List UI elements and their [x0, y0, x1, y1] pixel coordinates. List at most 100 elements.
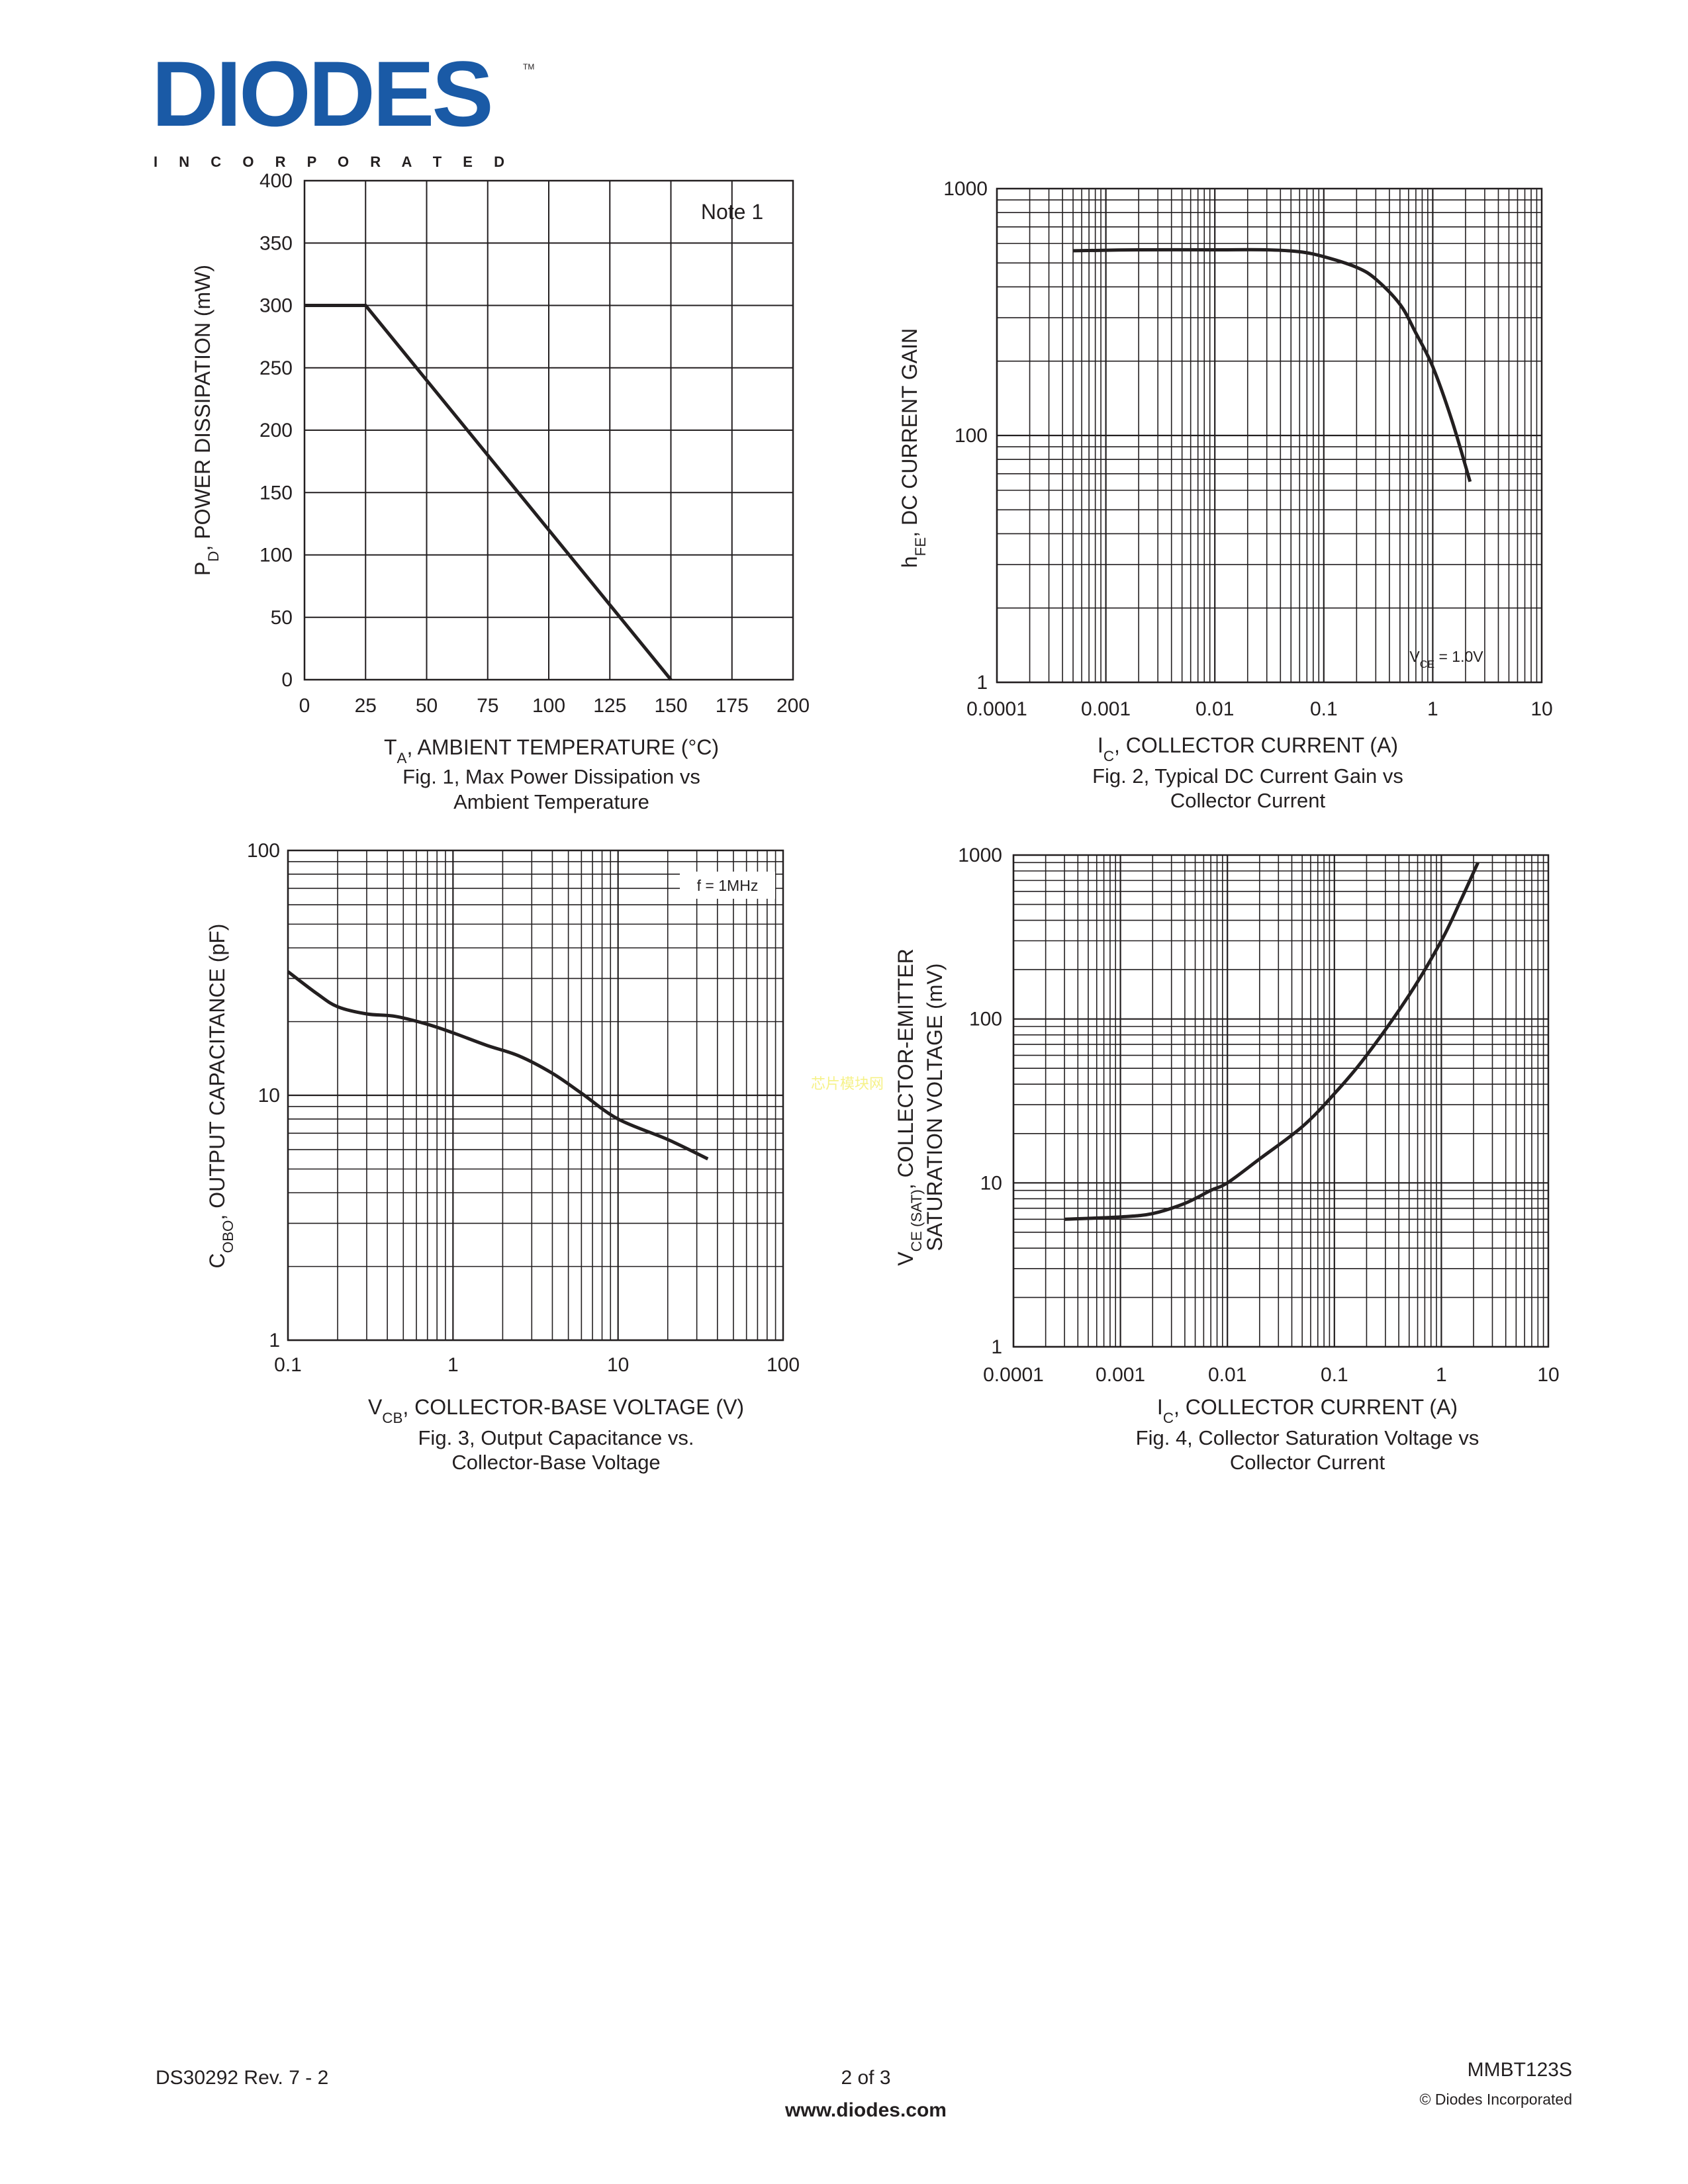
label-rest: , DC CURRENT GAIN — [898, 328, 921, 537]
x-tick-label: 0.001 — [1081, 698, 1131, 720]
label-main: h — [898, 556, 921, 568]
y-tick-label: 100 — [247, 840, 280, 862]
x-axis-label: TA, AMBIENT TEMPERATURE (°C) — [384, 735, 719, 766]
figure-caption: Fig. 2, Typical DC Current Gain vs — [1092, 764, 1403, 788]
label-rest: , OUTPUT CAPACITANCE (pF) — [205, 924, 229, 1220]
y-tick-label: 100 — [955, 425, 988, 447]
x-tick-label: 1 — [447, 1354, 459, 1376]
label-main: V — [368, 1395, 383, 1419]
x-tick-label: 200 — [776, 695, 810, 717]
x-tick-label: 100 — [767, 1354, 800, 1376]
x-tick-label: 0.0001 — [983, 1364, 1044, 1386]
chart-3: 0.1 1 10 100 1 10 100 VCB, COLLECTOR-BASE VOLTA… — [205, 840, 800, 1474]
x-tick-label: 125 — [593, 695, 626, 717]
grid — [1012, 855, 1548, 1348]
y-tick-label: 50 — [271, 607, 293, 629]
y-tick-label: 1000 — [943, 178, 988, 200]
figure-caption: Collector Current — [1170, 789, 1326, 812]
label-subscript: C — [1163, 1410, 1174, 1426]
label-rest: , COLLECTOR CURRENT (A) — [1174, 1395, 1458, 1419]
figure-caption: Fig. 1, Max Power Dissipation vs — [402, 765, 700, 788]
y-tick-label: 1000 — [958, 844, 1002, 866]
condition-annotation: VCE = 1.0V — [1409, 648, 1483, 670]
y-tick-label: 10 — [980, 1172, 1002, 1194]
y-tick-label: 100 — [969, 1009, 1002, 1030]
label-rest: , COLLECTOR-EMITTER — [894, 948, 917, 1189]
logo-wordmark: DIODES — [152, 42, 491, 146]
figure-caption: Ambient Temperature — [453, 790, 649, 813]
label-rest: = 1.0V — [1434, 648, 1483, 665]
series-line — [1064, 862, 1480, 1221]
label-rest: , AMBIENT TEMPERATURE (°C) — [406, 735, 719, 759]
label-rest: , COLLECTOR CURRENT (A) — [1114, 733, 1398, 757]
y-tick-label: 1 — [269, 1330, 280, 1351]
plot-frame — [303, 179, 794, 681]
y-tick-label: 400 — [259, 170, 293, 192]
x-tick-label: 50 — [416, 695, 438, 717]
frequency-annotation: f = 1MHz — [697, 877, 759, 894]
x-tick-label: 10 — [1537, 1364, 1559, 1386]
y-tick-label: 200 — [259, 420, 293, 441]
series-line — [287, 970, 709, 1161]
label-main: P — [191, 562, 214, 576]
label-main: I — [1098, 733, 1103, 757]
x-tick-label: 1 — [1427, 698, 1438, 720]
grid — [996, 189, 1542, 684]
diodes-logo: DIODES I N C O R P O R A T E D TM — [152, 42, 534, 170]
x-tick-label: 75 — [477, 695, 498, 717]
x-tick-label: 0.01 — [1196, 698, 1234, 720]
x-tick-label: 100 — [532, 695, 565, 717]
x-tick-label: 0.1 — [1310, 698, 1338, 720]
y-axis-label-line2: SATURATION VOLTAGE (mV) — [923, 964, 947, 1251]
y-axis-label: VCE (SAT), COLLECTOR-EMITTER — [894, 948, 925, 1265]
x-tick-label: 0.001 — [1096, 1364, 1145, 1386]
y-tick-label: 1 — [976, 672, 988, 694]
label-rest: , COLLECTOR-BASE VOLTAGE (V) — [402, 1395, 744, 1419]
y-tick-label: 1 — [991, 1336, 1002, 1358]
label-subscript: CE — [1420, 659, 1435, 670]
label-main: V — [1409, 648, 1420, 665]
y-tick-label: 150 — [259, 482, 293, 504]
label-main: V — [894, 1251, 917, 1266]
figure-caption: Collector Current — [1230, 1451, 1385, 1474]
footer: DS30292 Rev. 7 - 2 2 of 3 www.diodes.com… — [156, 2059, 1572, 2121]
x-tick-label: 175 — [716, 695, 749, 717]
series-line — [1073, 248, 1472, 482]
y-tick-label: 300 — [259, 295, 293, 317]
x-tick-label: 10 — [1530, 698, 1552, 720]
y-axis-label: PD, POWER DISSIPATION (mW) — [191, 265, 222, 576]
label-subscript: A — [397, 750, 407, 766]
x-tick-label: 0.1 — [274, 1354, 302, 1376]
annotation-box — [680, 872, 775, 899]
page-number: 2 of 3 — [841, 2067, 890, 2089]
part-number: MMBT123S — [1468, 2059, 1572, 2081]
label-main: I — [1157, 1395, 1163, 1419]
x-axis-label: IC, COLLECTOR CURRENT (A) — [1098, 733, 1398, 764]
x-axis-label: IC, COLLECTOR CURRENT (A) — [1157, 1395, 1458, 1426]
logo-subtitle: I N C O R P O R A T E D — [154, 154, 504, 170]
logo-trademark: TM — [523, 62, 534, 71]
x-tick-label: 10 — [607, 1354, 629, 1376]
x-tick-label: 25 — [355, 695, 377, 717]
x-tick-label: 150 — [654, 695, 687, 717]
x-axis-label: VCB, COLLECTOR-BASE VOLTAGE (V) — [368, 1395, 744, 1426]
doc-id: DS30292 Rev. 7 - 2 — [156, 2067, 328, 2089]
y-axis-label: COBO, OUTPUT CAPACITANCE (pF) — [205, 924, 236, 1269]
label-subscript: CE (SAT) — [908, 1189, 925, 1251]
figure-caption: Collector-Base Voltage — [451, 1451, 660, 1474]
grid — [304, 180, 794, 680]
chart-2: 0.0001 0.001 0.01 0.1 1 10 1 100 1000 IC, COLLECT… — [898, 178, 1553, 812]
y-tick-label: 0 — [281, 669, 293, 691]
series-line — [305, 304, 673, 681]
plot-frame — [996, 187, 1543, 684]
label-subscript: CB — [382, 1410, 402, 1426]
watermark: 芯片模块网 — [811, 1075, 884, 1092]
x-tick-label: 0.1 — [1321, 1364, 1348, 1386]
y-tick-label: 10 — [258, 1085, 280, 1107]
y-tick-label: 250 — [259, 357, 293, 379]
x-tick-label: 0.0001 — [966, 698, 1027, 720]
website-link[interactable]: www.diodes.com — [784, 2099, 947, 2121]
